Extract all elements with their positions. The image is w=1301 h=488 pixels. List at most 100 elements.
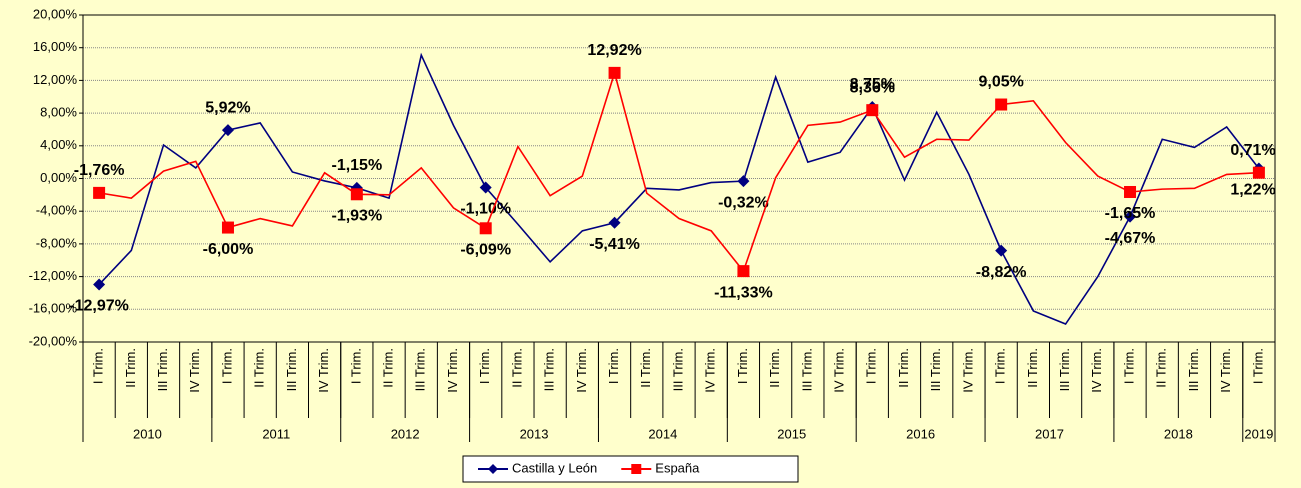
- x-tick-label: III Trim.: [670, 348, 685, 391]
- x-tick-label: IV Trim.: [316, 348, 331, 393]
- x-tick-label: III Trim.: [413, 348, 428, 391]
- data-label: -1,93%: [331, 207, 382, 224]
- marker: [93, 186, 106, 199]
- y-tick-label: 20,00%: [33, 6, 78, 21]
- legend: Castilla y León España: [462, 455, 799, 483]
- marker: [866, 104, 879, 117]
- data-label: -6,00%: [203, 241, 254, 258]
- legend-marker: [488, 464, 498, 474]
- x-tick-label: I Trim.: [606, 348, 621, 384]
- data-label: -0,32%: [718, 194, 769, 211]
- marker: [1124, 185, 1137, 198]
- x-tick-label: I Trim.: [1250, 348, 1265, 384]
- y-tick-label: 16,00%: [33, 39, 78, 54]
- data-label: -1,10%: [460, 201, 511, 218]
- data-label: 5,92%: [205, 99, 250, 116]
- x-tick-label: II Trim.: [1025, 348, 1040, 388]
- x-tick-label: III Trim.: [1186, 348, 1201, 391]
- data-label: -11,33%: [714, 284, 773, 301]
- x-tick-label: III Trim.: [542, 348, 557, 391]
- data-label: 8,75%: [850, 76, 895, 93]
- series-line: [98, 70, 1259, 273]
- year-label: 2013: [520, 426, 549, 441]
- x-tick-label: I Trim.: [348, 348, 363, 384]
- year-label: 2010: [133, 426, 162, 441]
- x-tick-label: I Trim.: [1121, 348, 1136, 384]
- year-label: 2019: [1244, 426, 1273, 441]
- x-tick-label: I Trim.: [219, 348, 234, 384]
- year-label: 2016: [906, 426, 935, 441]
- year-label: 2011: [262, 426, 290, 441]
- y-tick-label: 12,00%: [33, 72, 78, 87]
- data-label: 9,05%: [978, 74, 1023, 91]
- x-tick-label: IV Trim.: [445, 348, 460, 393]
- y-tick-label: 0,00%: [40, 170, 77, 185]
- x-tick-label: III Trim.: [928, 348, 943, 391]
- marker: [737, 175, 750, 188]
- y-tick-label: -12,00%: [29, 268, 78, 283]
- data-label: -8,82%: [976, 264, 1027, 281]
- data-label: -5,41%: [589, 236, 640, 253]
- y-tick-label: -4,00%: [36, 203, 78, 218]
- year-label: 2018: [1164, 426, 1193, 441]
- legend-label: Castilla y León: [512, 460, 597, 475]
- x-tick-label: I Trim.: [993, 348, 1008, 384]
- marker: [1124, 210, 1137, 223]
- x-tick-label: I Trim.: [477, 348, 492, 384]
- y-tick-label: 8,00%: [40, 105, 77, 120]
- x-tick-label: II Trim.: [252, 348, 267, 388]
- marker: [608, 66, 621, 79]
- year-label: 2017: [1035, 426, 1064, 441]
- x-tick-label: III Trim.: [284, 348, 299, 391]
- data-label: -4,67%: [1105, 230, 1156, 247]
- marker: [221, 221, 234, 234]
- y-tick-label: -16,00%: [29, 301, 78, 316]
- series-line: [98, 52, 1260, 325]
- x-tick-label: II Trim.: [1154, 348, 1169, 388]
- data-label: -6,09%: [460, 242, 511, 259]
- x-tick-label: I Trim.: [735, 348, 750, 384]
- x-tick-label: II Trim.: [380, 348, 395, 388]
- x-tick-label: II Trim.: [638, 348, 653, 388]
- x-tick-label: III Trim.: [1057, 348, 1072, 391]
- x-tick-label: III Trim.: [155, 348, 170, 391]
- data-label: -12,97%: [69, 298, 129, 315]
- x-tick-label: II Trim.: [123, 348, 138, 388]
- x-tick-label: II Trim.: [767, 348, 782, 388]
- x-tick-label: I Trim.: [864, 348, 879, 384]
- marker: [479, 181, 492, 194]
- x-tick-label: II Trim.: [896, 348, 911, 388]
- marker: [221, 124, 234, 137]
- x-tick-label: IV Trim.: [703, 348, 718, 393]
- legend-label: España: [655, 460, 700, 475]
- data-label: -1,76%: [74, 162, 125, 179]
- x-tick-label: I Trim.: [91, 348, 106, 384]
- year-label: 2014: [648, 426, 677, 441]
- data-label: 12,92%: [587, 42, 641, 59]
- x-tick-label: IV Trim.: [960, 348, 975, 393]
- marker: [995, 98, 1008, 111]
- y-tick-label: 4,00%: [40, 137, 77, 152]
- year-label: 2015: [777, 426, 806, 441]
- data-label: 1,22%: [1230, 182, 1275, 199]
- marker: [93, 278, 106, 291]
- marker: [479, 222, 492, 235]
- year-label: 2012: [391, 426, 420, 441]
- marker: [350, 188, 363, 201]
- x-tick-label: II Trim.: [509, 348, 524, 388]
- marker: [1252, 166, 1265, 179]
- data-label: -1,65%: [1105, 205, 1156, 222]
- x-tick-label: IV Trim.: [832, 348, 847, 393]
- data-label: -1,15%: [331, 157, 382, 174]
- x-tick-label: IV Trim.: [1089, 348, 1104, 393]
- data-label: 0,71%: [1230, 142, 1275, 159]
- x-tick-label: III Trim.: [799, 348, 814, 391]
- marker: [995, 244, 1008, 257]
- legend-marker: [631, 464, 642, 474]
- y-tick-label: -20,00%: [29, 333, 78, 348]
- x-tick-label: IV Trim.: [1218, 348, 1233, 393]
- x-tick-label: IV Trim.: [187, 348, 202, 393]
- marker: [608, 216, 621, 229]
- y-tick-label: -8,00%: [36, 235, 78, 250]
